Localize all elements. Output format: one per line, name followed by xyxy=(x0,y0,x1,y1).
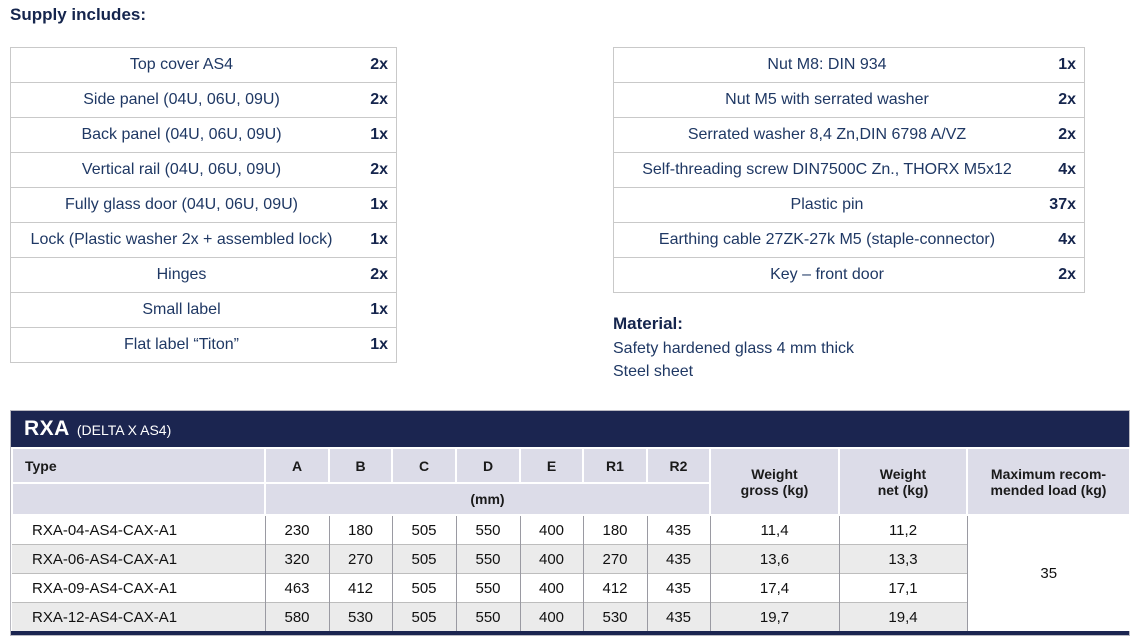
table-row: RXA-04-AS4-CAX-A1 230 180 505 550 400 18… xyxy=(12,514,1130,631)
supply-list-left: Top cover AS4 2x Side panel (04U, 06U, 09… xyxy=(10,47,397,363)
col-header-type: Type xyxy=(11,447,266,484)
part-label: Serrated washer 8,4 Zn,DIN 6798 A/VZ xyxy=(687,126,967,143)
part-label: Self-threading screw DIN7500C Zn., THORX… xyxy=(642,161,1012,178)
part-count: 2x xyxy=(370,266,388,283)
part-count: 4x xyxy=(1058,161,1076,178)
list-item: Lock (Plastic washer 2x + assembled lock… xyxy=(11,223,396,258)
part-label: Back panel (04U, 06U, 09U) xyxy=(81,126,282,143)
part-label: Plastic pin xyxy=(790,196,864,213)
part-label: Hinges xyxy=(156,266,207,283)
list-item: Side panel (04U, 06U, 09U) 2x xyxy=(11,83,396,118)
col-header-max-load: Maximum recom- mended load (kg) xyxy=(966,447,1131,516)
unit-header: (mm) xyxy=(264,482,711,516)
type-cell: RXA-09-AS4-CAX-A1 xyxy=(12,573,265,603)
part-label: Nut M8: DIN 934 xyxy=(767,56,887,73)
part-count: 2x xyxy=(1058,266,1076,283)
part-label: Flat label “Titon” xyxy=(124,336,239,353)
part-count: 2x xyxy=(370,91,388,108)
list-item: Back panel (04U, 06U, 09U) 1x xyxy=(11,118,396,153)
part-count: 2x xyxy=(1058,91,1076,108)
list-item: Fully glass door (04U, 06U, 09U) 1x xyxy=(11,188,396,223)
material-heading: Material: xyxy=(613,314,683,333)
max-load-cell: 35 xyxy=(966,514,1130,631)
list-item: Small label 1x xyxy=(11,293,396,328)
part-label: Lock (Plastic washer 2x + assembled lock… xyxy=(30,231,333,248)
type-cell: RXA-06-AS4-CAX-A1 xyxy=(12,544,265,574)
list-item: Nut M8: DIN 934 1x xyxy=(614,48,1084,83)
list-item: Self-threading screw DIN7500C Zn., THORX… xyxy=(614,153,1084,188)
spec-table-subtitle: (DELTA X AS4) xyxy=(76,422,172,438)
part-label: Side panel (04U, 06U, 09U) xyxy=(83,91,280,108)
part-count: 1x xyxy=(370,231,388,248)
list-item: Hinges 2x xyxy=(11,258,396,293)
list-item: Top cover AS4 2x xyxy=(11,48,396,83)
spec-table-title: RXA xyxy=(24,417,70,440)
part-count: 1x xyxy=(370,336,388,353)
part-count: 4x xyxy=(1058,231,1076,248)
col-header-e: E xyxy=(519,447,584,484)
part-label: Top cover AS4 xyxy=(129,56,234,73)
list-item: Serrated washer 8,4 Zn,DIN 6798 A/VZ 2x xyxy=(614,118,1084,153)
list-item: Earthing cable 27ZK-27k M5 (staple-conne… xyxy=(614,223,1084,258)
supply-list-right: Nut M8: DIN 934 1x Nut M5 with serrated w… xyxy=(613,47,1085,293)
material-line: Safety hardened glass 4 mm thick xyxy=(613,340,855,357)
table-row: RXA-06-AS4-CAX-A1 320 270 505 550 400 27… xyxy=(12,544,1130,574)
col-header-r1: R1 xyxy=(582,447,648,484)
col-header-weight-gross: Weight gross (kg) xyxy=(709,447,840,516)
col-header-c: C xyxy=(391,447,457,484)
part-count: 2x xyxy=(1058,126,1076,143)
part-label: Nut M5 with serrated washer xyxy=(725,91,929,108)
part-label: Small label xyxy=(142,301,221,318)
part-label: Vertical rail (04U, 06U, 09U) xyxy=(81,161,282,178)
spec-table: RXA (DELTA X AS4) Type A B C D E R1 R2 W… xyxy=(10,410,1131,636)
list-item: Vertical rail (04U, 06U, 09U) 2x xyxy=(11,153,396,188)
col-header-b: B xyxy=(328,447,393,484)
table-bottom-bar xyxy=(11,631,1129,635)
supply-includes-heading: Supply includes: xyxy=(10,5,147,24)
col-header-d: D xyxy=(455,447,521,484)
type-cell: RXA-04-AS4-CAX-A1 xyxy=(12,514,265,545)
part-count: 2x xyxy=(370,161,388,178)
material-section: Material: Safety hardened glass 4 mm thi… xyxy=(613,312,854,383)
part-count: 1x xyxy=(1058,56,1076,73)
list-item: Nut M5 with serrated washer 2x xyxy=(614,83,1084,118)
spec-table-banner: RXA (DELTA X AS4) xyxy=(11,411,1129,447)
part-count: 1x xyxy=(370,126,388,143)
table-row: RXA-12-AS4-CAX-A1 580 530 505 550 400 53… xyxy=(12,602,1130,631)
col-header-a: A xyxy=(264,447,330,484)
type-cell: RXA-12-AS4-CAX-A1 xyxy=(12,602,265,631)
part-label: Fully glass door (04U, 06U, 09U) xyxy=(65,196,298,213)
col-header-weight-net: Weight net (kg) xyxy=(838,447,968,516)
part-label: Earthing cable 27ZK-27k M5 (staple-conne… xyxy=(658,231,996,248)
list-item: Flat label “Titon” 1x xyxy=(11,328,396,362)
part-count: 2x xyxy=(370,56,388,73)
col-header-r2: R2 xyxy=(646,447,711,484)
material-line: Steel sheet xyxy=(613,363,694,380)
part-label: Key – front door xyxy=(770,266,884,283)
table-row: RXA-09-AS4-CAX-A1 463 412 505 550 400 41… xyxy=(12,573,1130,603)
list-item: Plastic pin 37x xyxy=(614,188,1084,223)
part-count: 37x xyxy=(1049,196,1076,213)
part-count: 1x xyxy=(370,301,388,318)
list-item: Key – front door 2x xyxy=(614,258,1084,292)
part-count: 1x xyxy=(370,196,388,213)
header-empty-cell xyxy=(11,482,266,516)
